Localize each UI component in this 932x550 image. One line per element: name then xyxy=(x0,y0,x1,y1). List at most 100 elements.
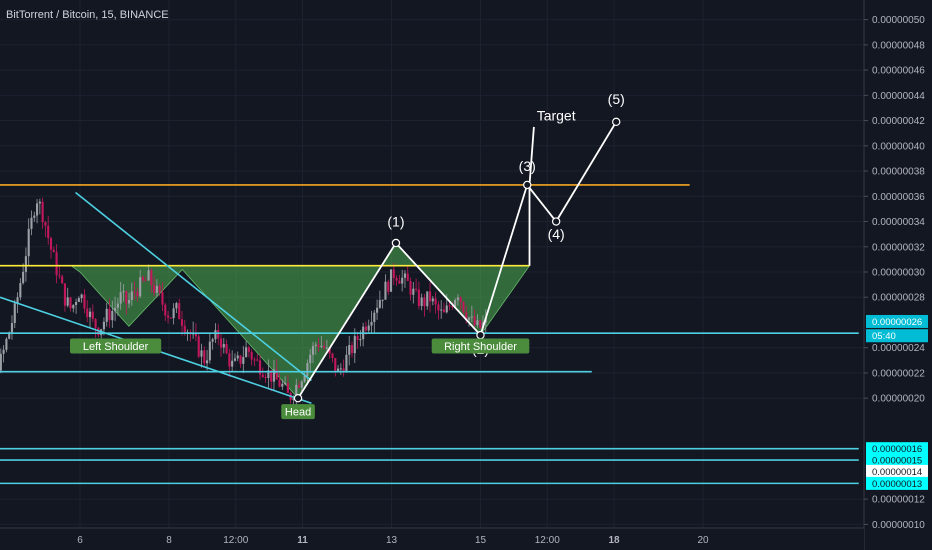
candle-body xyxy=(169,317,172,319)
wave-path[interactable] xyxy=(297,121,617,399)
candle-body xyxy=(175,303,178,309)
wave-point-5[interactable] xyxy=(612,117,621,127)
candle-body xyxy=(16,297,19,304)
candle-body xyxy=(253,359,256,361)
wave-point-1[interactable] xyxy=(391,238,401,248)
candle-body xyxy=(337,368,340,372)
candle-body xyxy=(236,355,239,359)
candle-body xyxy=(211,339,214,342)
candle-body xyxy=(58,275,61,277)
candle-body xyxy=(387,281,390,292)
candle-body xyxy=(27,228,30,257)
candle-body xyxy=(49,238,53,250)
time-tick-label-2: 12:00 xyxy=(223,535,248,546)
candle-body xyxy=(423,297,426,307)
candle-body xyxy=(367,325,370,331)
candle-body xyxy=(13,303,16,324)
chart-title: BitTorrent / Bitcoin, 15, BINANCE xyxy=(6,9,169,21)
time-axis-panel[interactable] xyxy=(0,528,864,550)
candle-body xyxy=(47,225,50,239)
candle-body xyxy=(300,381,303,388)
candle-body xyxy=(19,283,22,298)
candle-body xyxy=(384,281,387,300)
candle-body xyxy=(147,270,150,281)
wave-point-0[interactable] xyxy=(293,394,303,403)
candle-body xyxy=(448,305,451,307)
candle-body xyxy=(353,336,356,354)
candle-body xyxy=(133,291,136,293)
candle-body xyxy=(77,298,80,303)
candle-body xyxy=(194,332,197,337)
candle-body xyxy=(63,283,66,306)
candle-body xyxy=(470,316,473,318)
candle-body xyxy=(406,273,409,281)
trend-line-0[interactable] xyxy=(75,191,312,382)
candle-body xyxy=(292,398,295,400)
candle-body xyxy=(264,377,267,379)
candle-body xyxy=(153,285,156,293)
price-tick-label-12: 0.00000024 xyxy=(872,343,925,354)
candle-body xyxy=(102,321,106,330)
candle-body xyxy=(442,309,446,313)
candle-body xyxy=(88,311,92,318)
candle-body xyxy=(33,215,36,218)
candle-body xyxy=(325,347,328,349)
price-tick-label-6: 0.00000038 xyxy=(872,167,925,178)
candle-body xyxy=(114,307,117,311)
candle-body xyxy=(398,280,401,284)
horizontal-levels xyxy=(0,184,859,485)
candle-body xyxy=(127,299,131,304)
candle-body xyxy=(462,301,465,313)
candle-body xyxy=(30,217,33,229)
candle-body xyxy=(80,294,83,299)
pattern-label-bg-0 xyxy=(70,338,162,354)
price-tick-label-1: 0.00000048 xyxy=(872,40,925,51)
candle-body xyxy=(208,341,211,361)
candle-body xyxy=(144,280,147,282)
price-badge-label-3: 0.00000015 xyxy=(872,456,922,467)
candle-body xyxy=(317,344,320,347)
candle-body xyxy=(164,304,167,316)
candle-body xyxy=(284,383,287,385)
candle-body xyxy=(52,249,55,253)
candle-body xyxy=(231,360,234,367)
candle-body xyxy=(389,269,393,292)
candle-body xyxy=(69,297,72,309)
time-axis-labels: 6 8 12:00 11 13 15 12:00 18 20 xyxy=(77,535,709,546)
wave-point-3[interactable] xyxy=(523,180,532,190)
price-tick-label-9: 0.00000032 xyxy=(872,242,925,253)
wave-point-2[interactable] xyxy=(476,330,485,340)
candle-body xyxy=(409,280,412,295)
candle-body xyxy=(225,344,228,354)
wave-point-4[interactable] xyxy=(551,217,561,226)
candle-body xyxy=(44,222,47,226)
price-badge-3 xyxy=(866,453,928,467)
candle-body xyxy=(206,360,209,364)
pattern-label-bg-1 xyxy=(281,404,315,420)
candle-body xyxy=(75,302,78,305)
candle-body xyxy=(434,298,437,305)
price-badge-1 xyxy=(866,329,928,343)
candle-body xyxy=(141,277,145,281)
candle-body xyxy=(431,298,434,302)
candle-body xyxy=(359,339,362,341)
price-badge-2 xyxy=(866,442,928,456)
price-tick-label-5: 0.00000040 xyxy=(872,141,925,152)
candle-body xyxy=(401,277,404,284)
candle-body xyxy=(91,311,94,319)
candle-body xyxy=(55,252,58,276)
candle-body xyxy=(437,304,440,311)
price-badge-4 xyxy=(866,464,928,478)
candle-body xyxy=(261,374,264,378)
candle-body xyxy=(364,326,367,331)
time-tick-label-5: 15 xyxy=(475,535,487,546)
candle-body xyxy=(233,358,237,361)
candle-body xyxy=(203,350,206,364)
candle-body xyxy=(445,305,448,313)
price-tick-label-13: 0.00000022 xyxy=(872,368,925,379)
candle-body xyxy=(178,303,181,320)
candle-body xyxy=(8,332,11,339)
candle-body xyxy=(459,297,462,302)
